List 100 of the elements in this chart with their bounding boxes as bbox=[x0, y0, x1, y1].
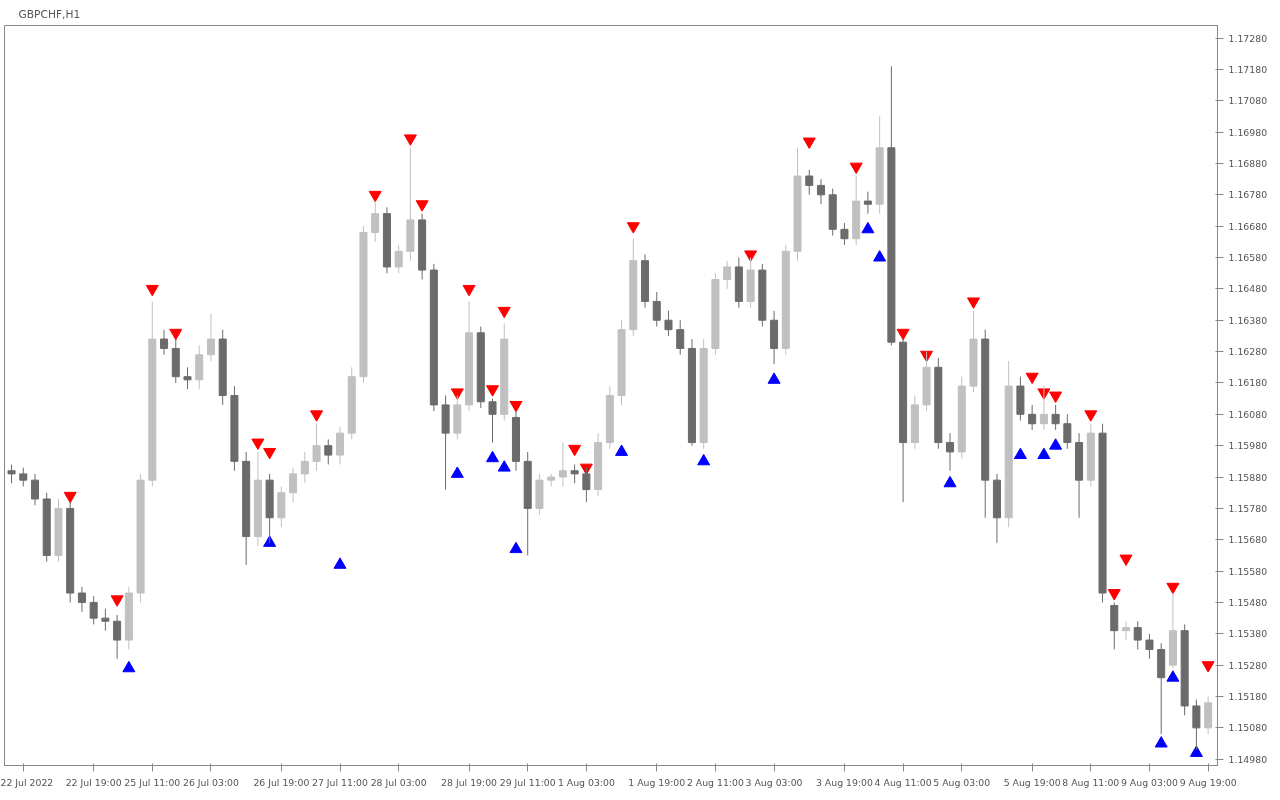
point bbox=[403, 134, 417, 146]
point bbox=[744, 250, 758, 262]
point bbox=[462, 284, 476, 297]
candlestick bbox=[206, 313, 215, 362]
x-tick-label: 4 Aug 11:00 bbox=[874, 776, 932, 788]
candlestick bbox=[570, 463, 579, 484]
y-tick-label: 1.16580 bbox=[1228, 252, 1268, 264]
y-tick-label: 1.16680 bbox=[1228, 220, 1268, 232]
point bbox=[1201, 661, 1215, 673]
y-tick-label: 1.16480 bbox=[1228, 283, 1268, 295]
point bbox=[415, 200, 429, 212]
y-tick-label: 1.15780 bbox=[1228, 502, 1268, 514]
point bbox=[626, 222, 640, 234]
point bbox=[1107, 589, 1121, 601]
point bbox=[1119, 554, 1133, 566]
point bbox=[251, 438, 265, 450]
candlestick bbox=[1028, 404, 1037, 431]
x-tick-label: 22 Jul 19:00 bbox=[65, 776, 122, 788]
y-tick-label: 1.17180 bbox=[1228, 63, 1268, 75]
x-tick-label: 5 Aug 19:00 bbox=[1003, 776, 1061, 788]
x-tick-label: 1 Aug 03:00 bbox=[557, 776, 615, 788]
y-tick-label: 1.17080 bbox=[1228, 95, 1268, 107]
x-tick-label: 25 Jul 11:00 bbox=[124, 776, 181, 788]
y-tick-label: 1.15080 bbox=[1228, 722, 1268, 734]
candlestick bbox=[300, 451, 309, 484]
point bbox=[509, 400, 523, 413]
candlestick bbox=[946, 432, 955, 472]
y-tick-label: 1.15180 bbox=[1228, 691, 1268, 703]
y-tick-label: 1.16380 bbox=[1228, 314, 1268, 326]
candlestick bbox=[488, 398, 497, 444]
y-tick-label: 1.16780 bbox=[1228, 189, 1268, 201]
x-tick-label: 8 Aug 11:00 bbox=[1062, 776, 1120, 788]
candlestick bbox=[19, 467, 28, 487]
x-tick-label: 1 Aug 19:00 bbox=[628, 776, 686, 788]
candlestick bbox=[1039, 385, 1048, 431]
candlestick bbox=[160, 329, 169, 356]
point bbox=[145, 284, 159, 297]
point bbox=[1084, 410, 1098, 422]
x-tick-label: 3 Aug 03:00 bbox=[745, 776, 803, 788]
candlestick bbox=[1063, 413, 1072, 450]
candlestick bbox=[113, 614, 122, 660]
point bbox=[966, 297, 980, 309]
point bbox=[169, 328, 183, 341]
x-tick-label: 26 Jul 03:00 bbox=[183, 776, 239, 788]
y-tick-label: 1.15280 bbox=[1228, 659, 1268, 671]
x-tick-label: 26 Jul 19:00 bbox=[253, 776, 310, 788]
candlestick bbox=[30, 473, 40, 506]
point bbox=[896, 328, 910, 341]
y-tick-label: 1.15980 bbox=[1228, 440, 1268, 452]
point bbox=[1166, 582, 1180, 595]
candlestick bbox=[805, 169, 814, 196]
point bbox=[568, 444, 582, 457]
candlestick bbox=[394, 244, 403, 274]
candlestick bbox=[863, 191, 872, 215]
candlestick bbox=[335, 426, 345, 465]
y-tick-label: 1.15480 bbox=[1228, 596, 1268, 608]
y-tick-label: 1.16880 bbox=[1228, 157, 1268, 169]
point bbox=[310, 410, 324, 422]
candlestick bbox=[664, 310, 673, 337]
x-tick-label: 5 Aug 03:00 bbox=[933, 776, 991, 788]
candlestick bbox=[723, 260, 732, 290]
candlestick bbox=[7, 463, 16, 484]
point bbox=[1025, 372, 1039, 385]
x-tick-label: 22 Jul 2022 bbox=[0, 776, 54, 788]
candlestick bbox=[840, 222, 849, 246]
candlestick bbox=[324, 438, 333, 465]
point bbox=[263, 447, 277, 460]
candlestick bbox=[652, 291, 661, 328]
point bbox=[368, 190, 382, 203]
x-tick-label: 27 Jul 11:00 bbox=[312, 776, 369, 788]
candlestick bbox=[89, 595, 98, 625]
candlestick bbox=[816, 178, 826, 205]
y-tick-label: 1.15380 bbox=[1228, 628, 1268, 640]
candlestick bbox=[1121, 620, 1131, 641]
candlestick bbox=[558, 442, 567, 487]
y-tick-label: 1.16980 bbox=[1228, 126, 1268, 138]
x-tick-label: 9 Aug 19:00 bbox=[1179, 776, 1237, 788]
point bbox=[1166, 670, 1180, 682]
y-tick-label: 1.15580 bbox=[1228, 565, 1268, 577]
chart-title: GBPCHF,H1 bbox=[18, 7, 81, 21]
candlestick bbox=[289, 467, 298, 503]
x-tick-label: 3 Aug 19:00 bbox=[815, 776, 873, 788]
point bbox=[849, 162, 863, 175]
point bbox=[63, 491, 77, 504]
x-tick-label: 9 Aug 03:00 bbox=[1120, 776, 1179, 788]
y-tick-label: 1.15880 bbox=[1228, 471, 1268, 483]
point bbox=[497, 306, 511, 319]
point bbox=[110, 595, 124, 607]
point bbox=[486, 385, 500, 397]
point bbox=[1189, 745, 1203, 757]
point bbox=[1154, 736, 1168, 748]
candlestick bbox=[1145, 633, 1154, 660]
y-tick-label: 1.14980 bbox=[1228, 753, 1268, 765]
candlestick bbox=[77, 586, 86, 613]
point bbox=[450, 388, 464, 400]
point bbox=[1049, 391, 1063, 403]
y-tick-label: 1.16080 bbox=[1228, 408, 1268, 420]
x-tick-label: 29 Jul 11:00 bbox=[499, 776, 556, 788]
y-tick-label: 1.15680 bbox=[1228, 534, 1268, 546]
candlestick bbox=[101, 608, 110, 632]
